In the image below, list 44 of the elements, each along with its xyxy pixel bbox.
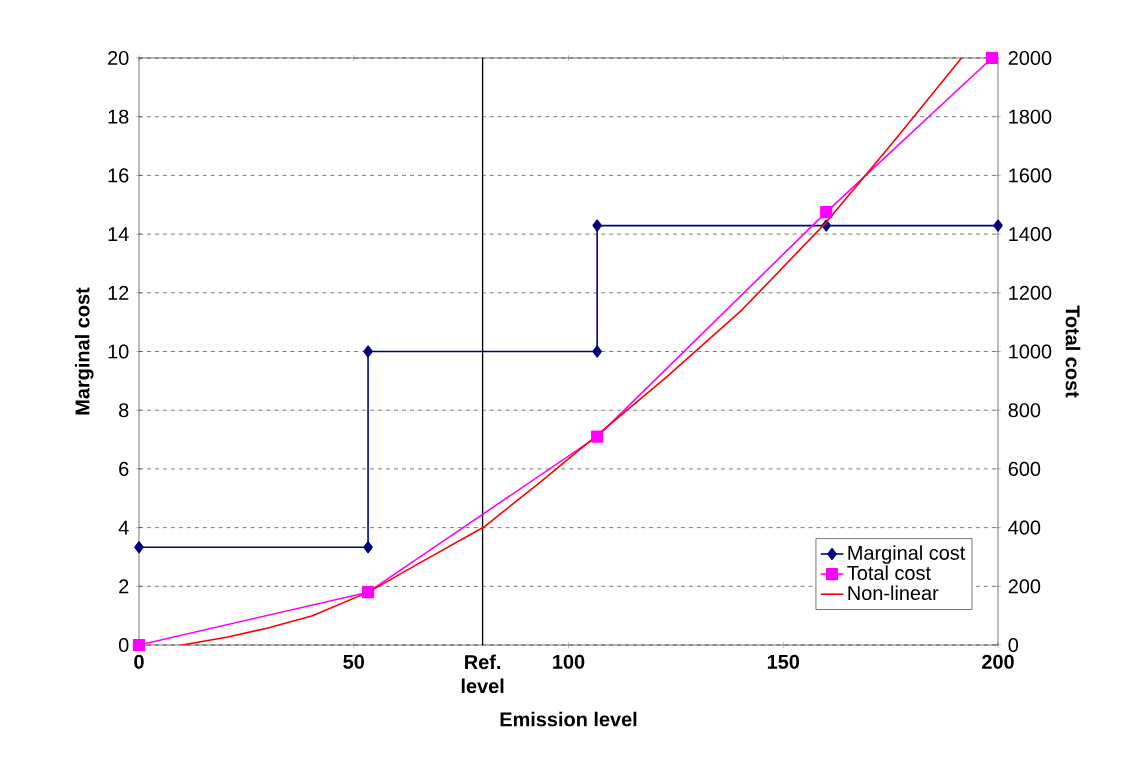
- point: [363, 541, 373, 554]
- legend-label: Marginal cost: [848, 545, 966, 564]
- y-tick-label: 10: [108, 344, 129, 359]
- ref-line-label: Ref. level: [461, 654, 504, 694]
- y-tick-label: 8: [119, 403, 129, 418]
- point: [592, 219, 602, 232]
- point: [592, 345, 602, 358]
- y-tick-label: 18: [108, 109, 129, 124]
- y2-tick-label: 1800: [1009, 109, 1052, 124]
- y2-tick-label: 2000: [1008, 50, 1052, 66]
- y-tick-label: 4: [118, 520, 129, 535]
- y2-tick-label: 1600: [1009, 168, 1052, 183]
- x-axis-title: Emission level: [500, 711, 637, 727]
- y-tick-label: 0: [118, 637, 129, 653]
- y2-tick-label: 600: [1008, 461, 1041, 476]
- x-tick-label: 0: [134, 654, 144, 669]
- legend-label: Non-linear: [848, 585, 939, 601]
- y-tick-label: 12: [108, 285, 129, 300]
- x-tick-label: 150: [767, 654, 800, 669]
- y2-tick-label: 1000: [1009, 344, 1052, 359]
- point: [591, 430, 604, 443]
- y-tick-label: 20: [108, 50, 129, 66]
- y-tick-label: 14: [108, 227, 129, 241]
- y2-tick-label: 1200: [1009, 285, 1052, 300]
- x-tick-label: 100: [553, 654, 585, 669]
- y-tick-label: 6: [119, 461, 129, 476]
- point: [820, 205, 833, 219]
- y-tick-label: 2: [119, 579, 129, 594]
- y2-tick-label: 1400: [1009, 227, 1052, 242]
- y-tick-label: 16: [108, 168, 129, 183]
- x-tick-label: 200: [982, 654, 1014, 669]
- y-axis-title: Marginal cost: [74, 287, 94, 415]
- point: [361, 586, 375, 599]
- y2-tick-label: 200: [1008, 579, 1041, 594]
- y2-axis-title: Total cost: [1065, 305, 1081, 398]
- y2-tick-label: 400: [1008, 520, 1041, 535]
- point: [985, 51, 999, 65]
- point: [134, 541, 144, 554]
- x-tick-label: 50: [343, 654, 364, 669]
- y2-tick-label: 0: [1008, 637, 1019, 653]
- legend-label: Total cost: [847, 565, 931, 580]
- point: [363, 345, 373, 358]
- point: [132, 638, 146, 652]
- y2-tick-label: 800: [1008, 403, 1041, 418]
